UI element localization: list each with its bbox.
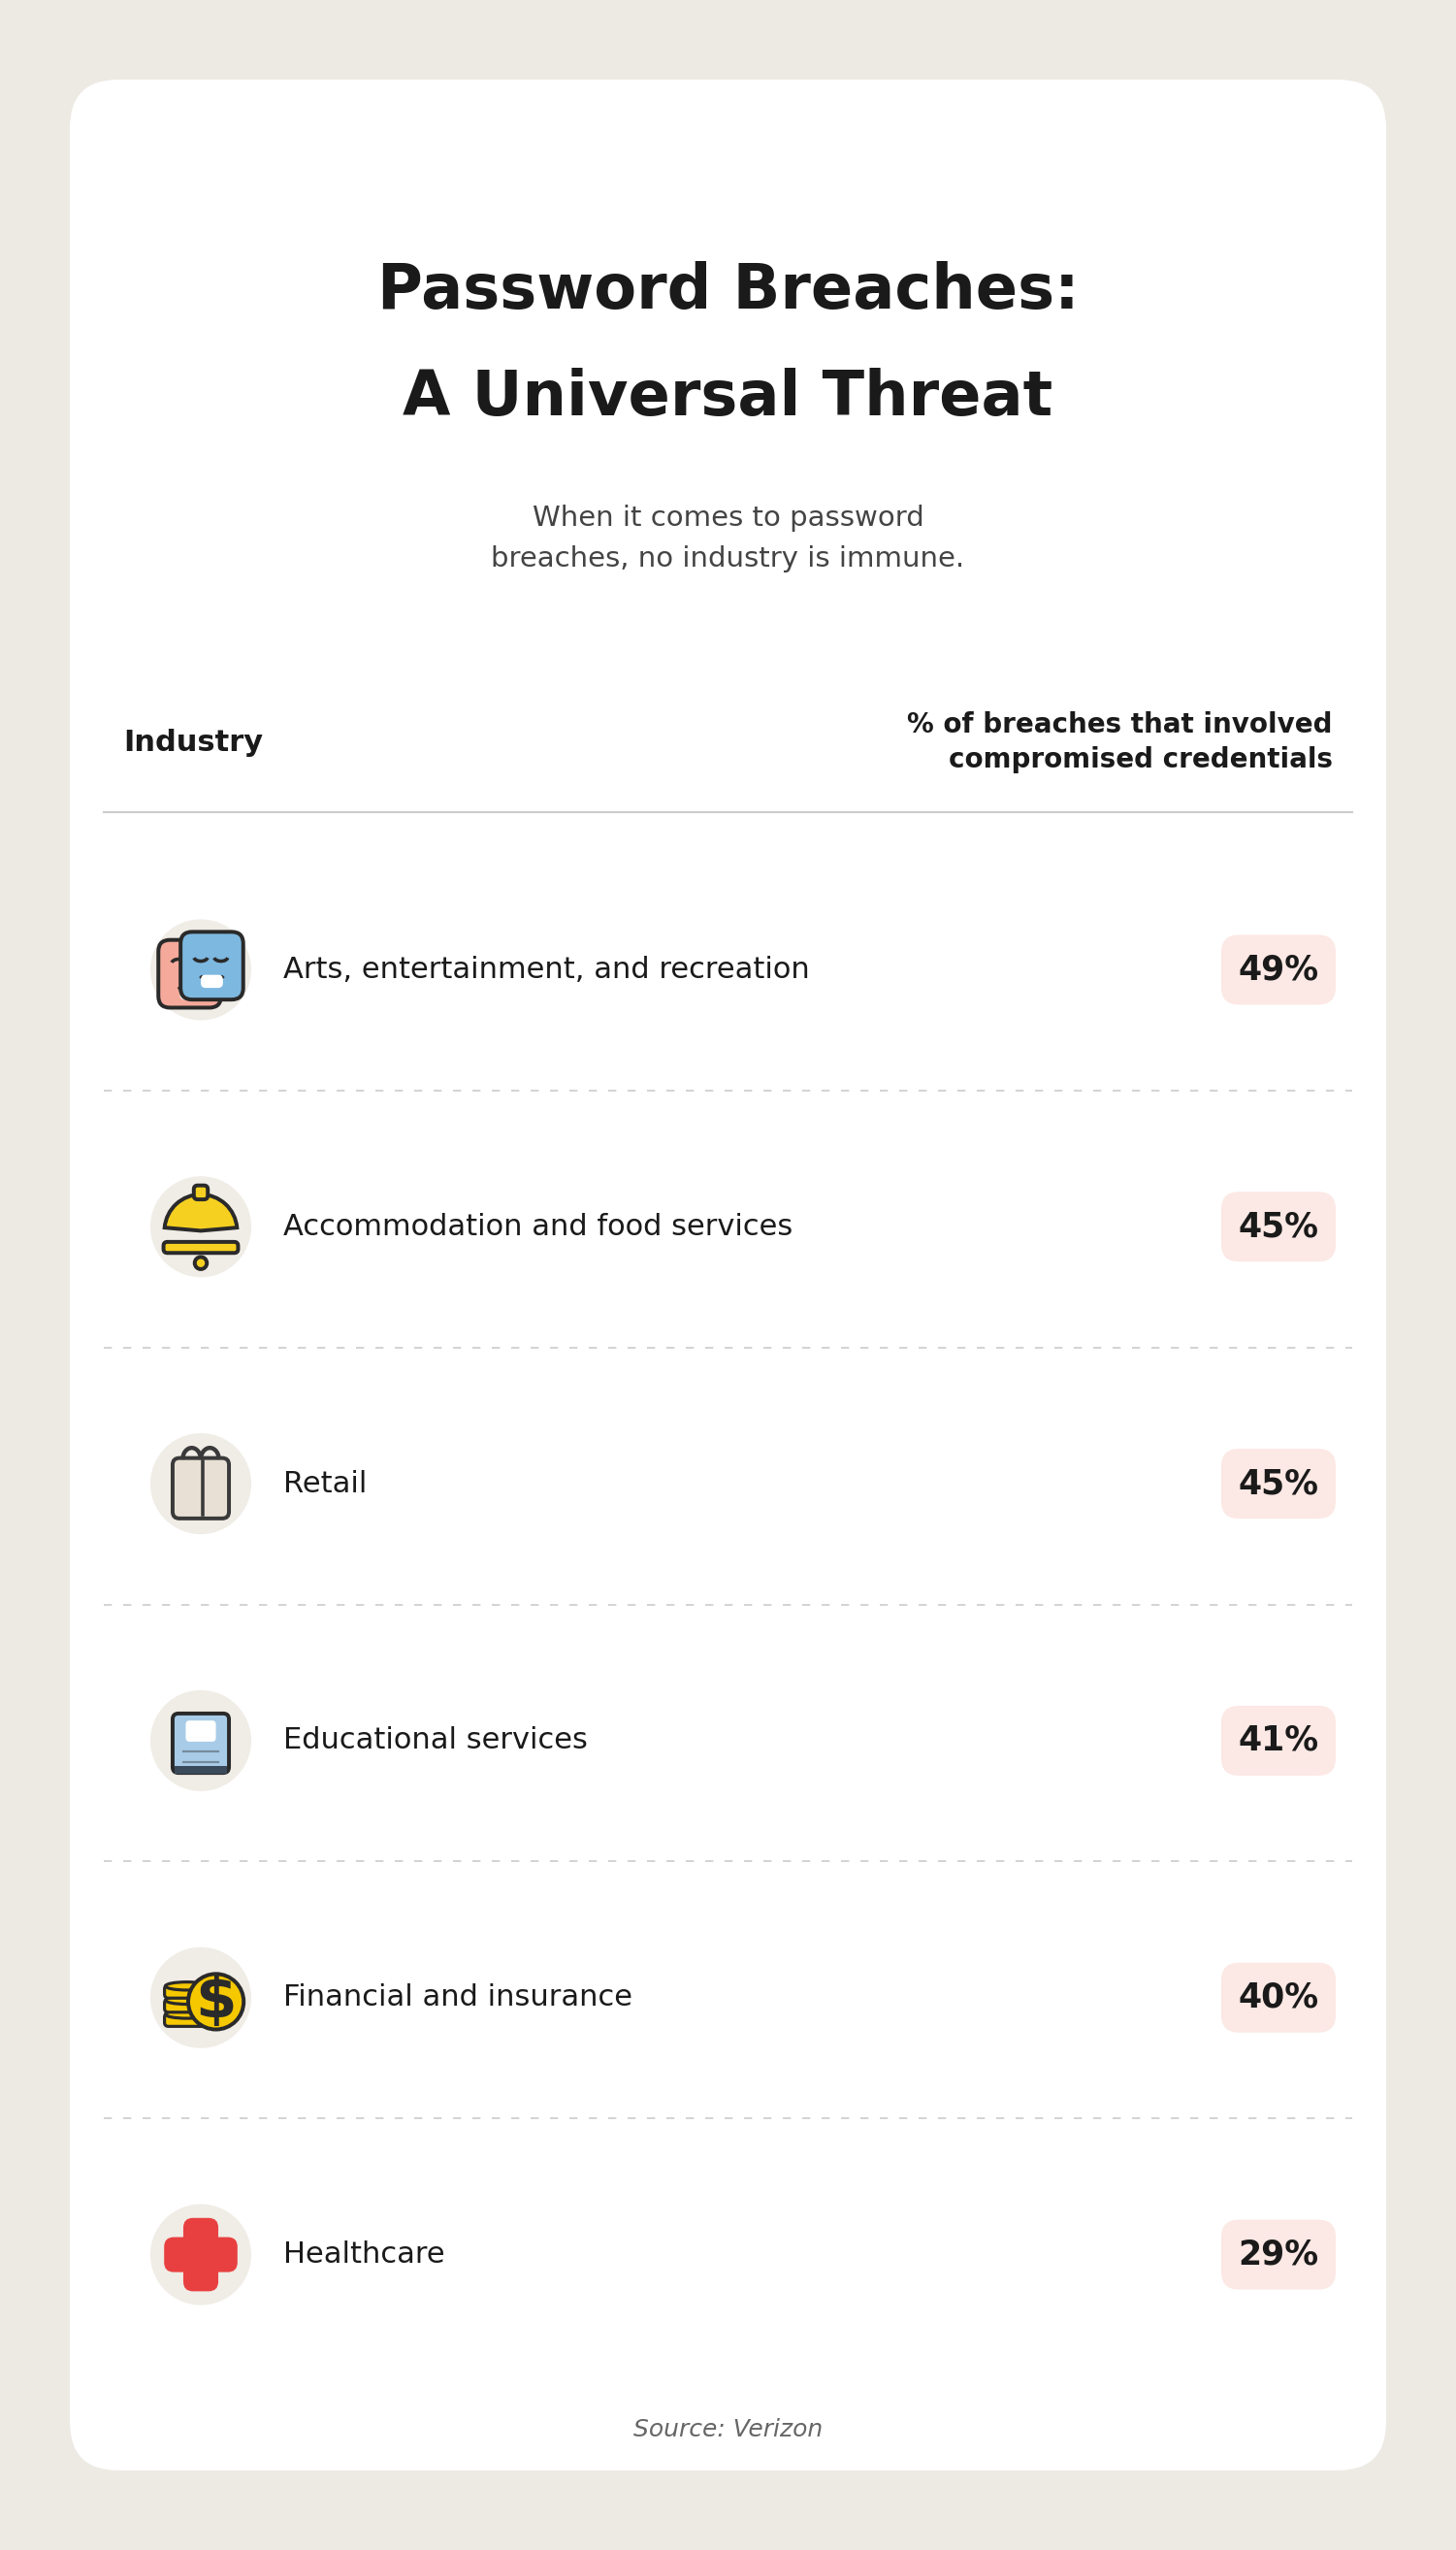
FancyBboxPatch shape xyxy=(173,1714,229,1772)
Bar xyxy=(175,1767,227,1772)
Circle shape xyxy=(150,2203,252,2305)
Text: 49%: 49% xyxy=(1238,954,1319,987)
FancyBboxPatch shape xyxy=(1222,936,1335,1005)
Circle shape xyxy=(150,1176,252,1278)
Text: $: $ xyxy=(195,1974,236,2030)
Ellipse shape xyxy=(166,1997,208,2004)
Ellipse shape xyxy=(166,2009,208,2020)
FancyBboxPatch shape xyxy=(165,2014,208,2027)
FancyBboxPatch shape xyxy=(183,2218,218,2292)
Text: When it comes to password
breaches, no industry is immune.: When it comes to password breaches, no i… xyxy=(491,505,965,571)
FancyBboxPatch shape xyxy=(1222,1448,1335,1520)
Text: 29%: 29% xyxy=(1238,2239,1319,2272)
Text: Arts, entertainment, and recreation: Arts, entertainment, and recreation xyxy=(284,956,810,984)
Text: 45%: 45% xyxy=(1238,1466,1319,1499)
FancyBboxPatch shape xyxy=(165,1999,208,2012)
FancyBboxPatch shape xyxy=(186,1721,215,1742)
FancyBboxPatch shape xyxy=(173,1459,229,1517)
FancyBboxPatch shape xyxy=(1222,1191,1335,1262)
Text: Healthcare: Healthcare xyxy=(284,2241,446,2270)
FancyBboxPatch shape xyxy=(1222,1706,1335,1775)
Text: Retail: Retail xyxy=(284,1469,367,1497)
Text: 40%: 40% xyxy=(1238,1981,1319,2015)
Circle shape xyxy=(150,921,252,1020)
FancyBboxPatch shape xyxy=(70,79,1386,2471)
Circle shape xyxy=(188,1974,243,2030)
Circle shape xyxy=(150,1433,252,1535)
Text: A Universal Threat: A Universal Threat xyxy=(403,367,1053,428)
FancyBboxPatch shape xyxy=(201,974,223,987)
Text: Industry: Industry xyxy=(124,729,264,757)
FancyBboxPatch shape xyxy=(159,941,221,1007)
Text: 45%: 45% xyxy=(1238,1211,1319,1244)
Circle shape xyxy=(195,1257,207,1270)
Circle shape xyxy=(150,1948,252,2048)
Ellipse shape xyxy=(166,1981,208,1989)
FancyBboxPatch shape xyxy=(165,2236,237,2272)
Text: Password Breaches:: Password Breaches: xyxy=(377,260,1079,321)
Text: Source: Verizon: Source: Verizon xyxy=(633,2417,823,2440)
FancyBboxPatch shape xyxy=(194,1186,208,1198)
FancyBboxPatch shape xyxy=(1222,1964,1335,2032)
FancyBboxPatch shape xyxy=(181,931,243,1000)
FancyBboxPatch shape xyxy=(165,1984,208,1999)
Wedge shape xyxy=(165,1193,237,1232)
Text: Accommodation and food services: Accommodation and food services xyxy=(284,1214,792,1242)
FancyBboxPatch shape xyxy=(1222,2218,1335,2290)
FancyBboxPatch shape xyxy=(179,987,199,1000)
Text: 41%: 41% xyxy=(1238,1724,1319,1757)
Text: % of breaches that involved
compromised credentials: % of breaches that involved compromised … xyxy=(907,711,1332,773)
Text: Financial and insurance: Financial and insurance xyxy=(284,1984,632,2012)
Circle shape xyxy=(150,1691,252,1790)
Text: Educational services: Educational services xyxy=(284,1726,588,1754)
FancyBboxPatch shape xyxy=(163,1242,239,1252)
